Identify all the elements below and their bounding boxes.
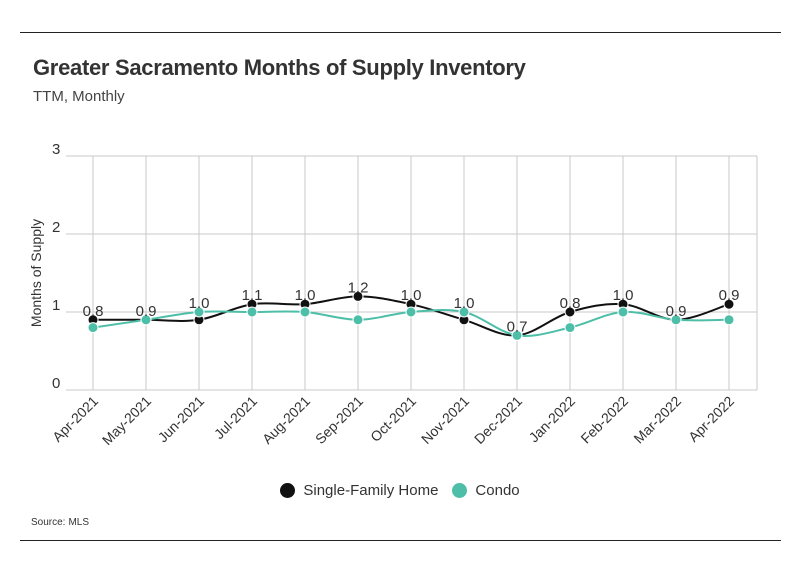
data-label-6: 1.0: [401, 287, 422, 304]
x-tick-label-0: Apr-2021: [49, 393, 101, 445]
x-tick-label-4: Aug-2021: [259, 393, 313, 447]
x-tick-label-7: Nov-2021: [418, 393, 472, 447]
x-tick-label-5: Sep-2021: [312, 393, 366, 447]
grid-lines: [66, 155, 758, 391]
data-label-1: 0.9: [136, 303, 157, 320]
x-tick-label-1: May-2021: [99, 393, 154, 448]
point-single-family-9: [564, 306, 576, 318]
x-tick-label-2: Jun-2021: [155, 393, 208, 446]
point-condo-10: [617, 306, 629, 318]
x-tick-label-6: Oct-2021: [367, 393, 419, 445]
data-label-10: 1.0: [613, 287, 634, 304]
y-tick-label-3: 3: [52, 141, 60, 158]
point-condo-5: [352, 314, 364, 326]
x-tick-label-9: Jan-2022: [526, 393, 579, 446]
legend-item-single-family[interactable]: Single-Family Home: [280, 482, 438, 499]
legend: Single-Family Home Condo: [0, 482, 800, 499]
legend-marker-condo: [452, 483, 468, 498]
point-condo-2: [193, 306, 205, 318]
legend-marker-single-family: [280, 483, 296, 498]
point-condo-11: [670, 314, 682, 326]
bottom-rule: [20, 540, 781, 541]
point-condo-0: [87, 322, 99, 334]
top-rule: [20, 32, 781, 33]
y-tick-label-2: 2: [52, 219, 60, 236]
legend-item-condo[interactable]: Condo: [452, 482, 520, 499]
data-label-5: 1.2: [348, 279, 369, 296]
data-label-9: 0.8: [560, 295, 581, 312]
x-tick-label-8: Dec-2021: [471, 393, 525, 447]
point-condo-4: [299, 306, 311, 318]
source-value: MLS: [68, 517, 90, 528]
point-single-family-12: [723, 298, 735, 310]
data-label-0: 0.8: [83, 303, 104, 320]
chart-subtitle: TTM, Monthly: [33, 88, 125, 105]
point-condo-8: [511, 329, 523, 341]
data-label-3: 1.1: [242, 287, 263, 304]
data-label-2: 1.0: [189, 295, 210, 312]
y-tick-label-1: 1: [52, 297, 60, 314]
chart-title: Greater Sacramento Months of Supply Inve…: [33, 55, 526, 80]
source-note: Source: MLS: [28, 517, 89, 528]
legend-label-single-family: Single-Family Home: [303, 482, 439, 499]
point-condo-3: [246, 306, 258, 318]
data-label-12: 0.9: [719, 287, 740, 304]
y-tick-label-0: 0: [52, 375, 60, 392]
source-label: Source:: [31, 517, 66, 528]
point-condo-6: [405, 306, 417, 318]
x-tick-label-11: Mar-2022: [630, 393, 684, 447]
series-lines: [87, 290, 735, 341]
point-condo-9: [564, 322, 576, 334]
point-condo-12: [723, 314, 735, 326]
y-axis-label: Months of Supply: [28, 219, 44, 327]
data-label-11: 0.9: [666, 303, 687, 320]
x-tick-label-3: Jul-2021: [211, 393, 260, 442]
data-label-8: 0.7: [507, 318, 528, 335]
point-condo-7: [458, 306, 470, 318]
data-label-7: 1.0: [454, 295, 475, 312]
data-labels: 0.8 0.9 1.0 1.1 1.0 1.2 1.0 1.0 0.7 0.8 1.0 0.9 0.9: [83, 279, 740, 335]
x-tick-label-10: Feb-2022: [577, 393, 631, 447]
legend-label-condo: Condo: [475, 482, 520, 499]
data-label-4: 1.0: [295, 287, 316, 304]
point-single-family-5: [352, 290, 364, 302]
point-condo-1: [140, 314, 152, 326]
x-tick-label-12: Apr-2022: [685, 393, 737, 445]
